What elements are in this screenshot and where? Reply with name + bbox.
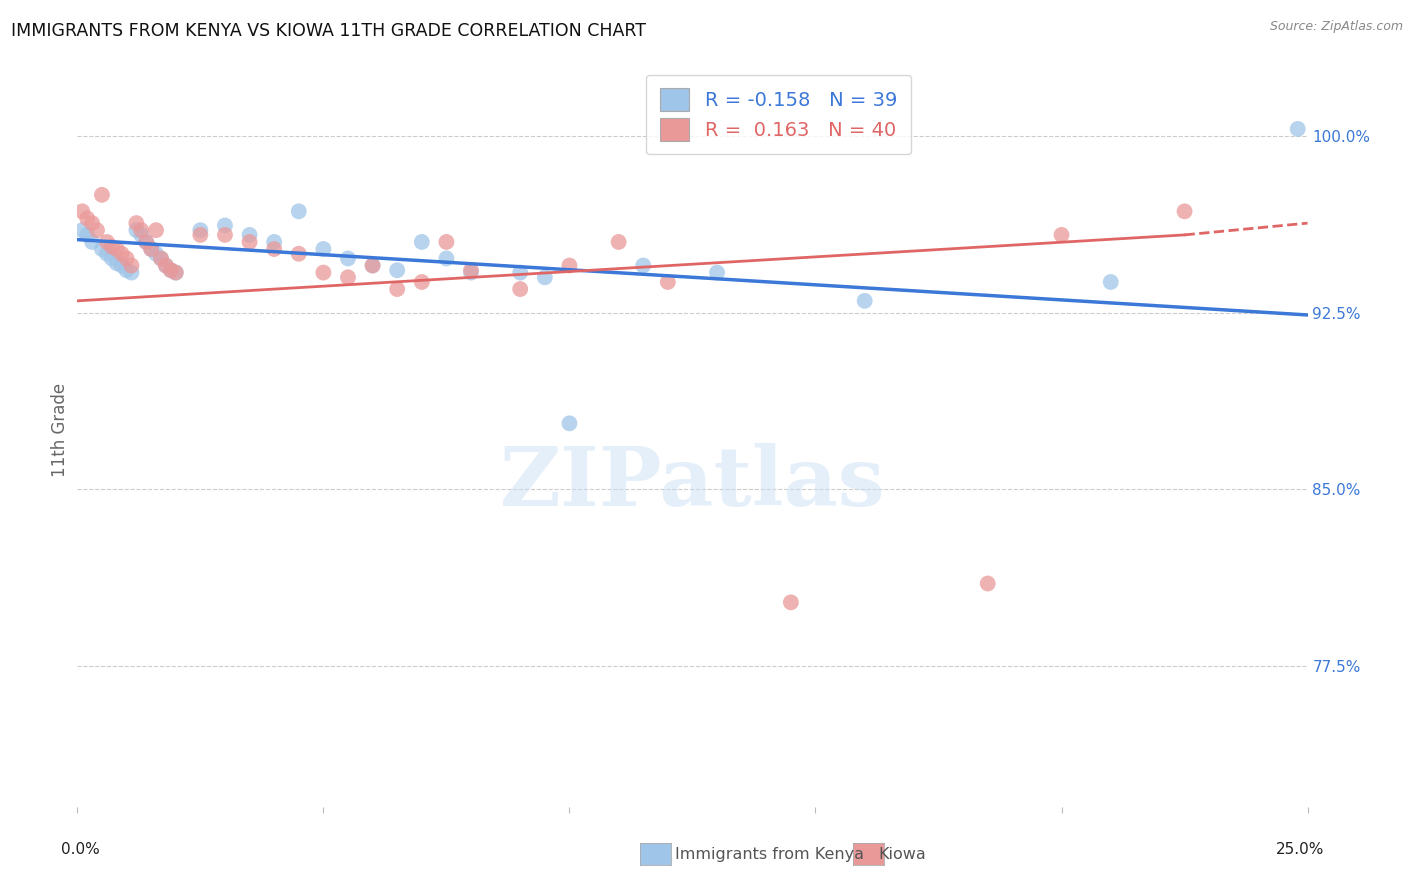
Point — [160, 263, 183, 277]
Point — [263, 235, 285, 249]
Point — [239, 235, 262, 249]
Point — [436, 252, 458, 266]
Point — [115, 252, 138, 266]
Point — [155, 259, 177, 273]
Point — [558, 259, 581, 273]
Point — [70, 204, 93, 219]
Point — [657, 275, 679, 289]
Point — [131, 223, 153, 237]
Point — [155, 259, 177, 273]
Point — [160, 263, 183, 277]
Point — [135, 235, 157, 249]
Text: Source: ZipAtlas.com: Source: ZipAtlas.com — [1270, 20, 1403, 33]
Point — [337, 270, 360, 285]
Point — [111, 259, 132, 273]
Point — [239, 227, 262, 242]
Point — [263, 242, 285, 256]
Point — [96, 235, 118, 249]
Point — [977, 576, 1000, 591]
Point — [121, 259, 143, 273]
Point — [411, 275, 433, 289]
Point — [105, 256, 128, 270]
Point — [131, 227, 153, 242]
Point — [312, 266, 335, 280]
Point — [150, 252, 173, 266]
Point — [361, 259, 384, 273]
Point — [1286, 122, 1309, 136]
Point — [165, 266, 187, 280]
Y-axis label: 11th Grade: 11th Grade — [51, 384, 69, 477]
Point — [460, 263, 482, 277]
Point — [1099, 275, 1122, 289]
Point — [288, 246, 311, 260]
Point — [76, 211, 98, 226]
Point — [460, 266, 482, 280]
Point — [90, 187, 114, 202]
Point — [411, 235, 433, 249]
Point — [436, 235, 458, 249]
Point — [70, 223, 93, 237]
Point — [706, 266, 728, 280]
Point — [1050, 227, 1073, 242]
Point — [125, 223, 148, 237]
Point — [190, 223, 212, 237]
Point — [607, 235, 630, 249]
Text: IMMIGRANTS FROM KENYA VS KIOWA 11TH GRADE CORRELATION CHART: IMMIGRANTS FROM KENYA VS KIOWA 11TH GRAD… — [11, 22, 647, 40]
Point — [509, 266, 531, 280]
Point — [558, 417, 581, 431]
Point — [105, 242, 128, 256]
Point — [101, 240, 124, 254]
Point — [312, 242, 335, 256]
Point — [135, 235, 157, 249]
Point — [121, 266, 143, 280]
Point — [150, 252, 173, 266]
Point — [86, 223, 108, 237]
Point — [141, 242, 163, 256]
Point — [288, 204, 311, 219]
Text: 25.0%: 25.0% — [1277, 842, 1324, 856]
Text: ZIPatlas: ZIPatlas — [499, 443, 886, 523]
Legend: R = -0.158   N = 39, R =  0.163   N = 40: R = -0.158 N = 39, R = 0.163 N = 40 — [647, 75, 911, 154]
Point — [1174, 204, 1197, 219]
Point — [165, 266, 187, 280]
Point — [82, 235, 104, 249]
Point — [115, 263, 138, 277]
Point — [214, 219, 236, 233]
Point — [101, 252, 124, 266]
Point — [509, 282, 531, 296]
Point — [361, 259, 384, 273]
Point — [190, 227, 212, 242]
Point — [780, 595, 803, 609]
Point — [387, 282, 409, 296]
Point — [214, 227, 236, 242]
Point — [534, 270, 557, 285]
Point — [141, 242, 163, 256]
Point — [96, 246, 118, 260]
Point — [145, 246, 167, 260]
Point — [145, 223, 167, 237]
Point — [111, 246, 132, 260]
Text: Kiowa: Kiowa — [879, 847, 927, 862]
Text: 0.0%: 0.0% — [60, 842, 100, 856]
Point — [82, 216, 104, 230]
Point — [125, 216, 148, 230]
Point — [76, 227, 98, 242]
Point — [387, 263, 409, 277]
Text: Immigrants from Kenya: Immigrants from Kenya — [675, 847, 863, 862]
Point — [337, 252, 360, 266]
Point — [633, 259, 655, 273]
Point — [853, 293, 876, 308]
Point — [90, 242, 114, 256]
